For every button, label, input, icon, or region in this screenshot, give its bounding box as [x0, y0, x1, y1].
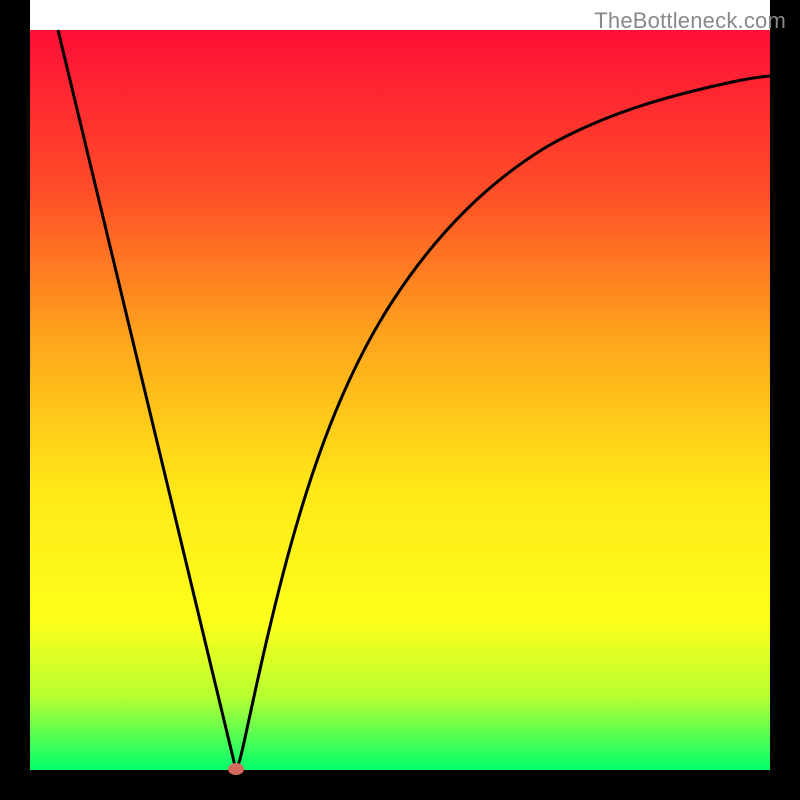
- frame-left: [0, 0, 30, 800]
- frame-right: [770, 0, 800, 800]
- watermark-text: TheBottleneck.com: [594, 8, 786, 34]
- plot-background: [30, 30, 770, 770]
- optimal-point-marker: [228, 763, 244, 775]
- frame-bottom: [0, 770, 800, 800]
- chart-svg: [0, 0, 800, 800]
- bottleneck-chart: TheBottleneck.com: [0, 0, 800, 800]
